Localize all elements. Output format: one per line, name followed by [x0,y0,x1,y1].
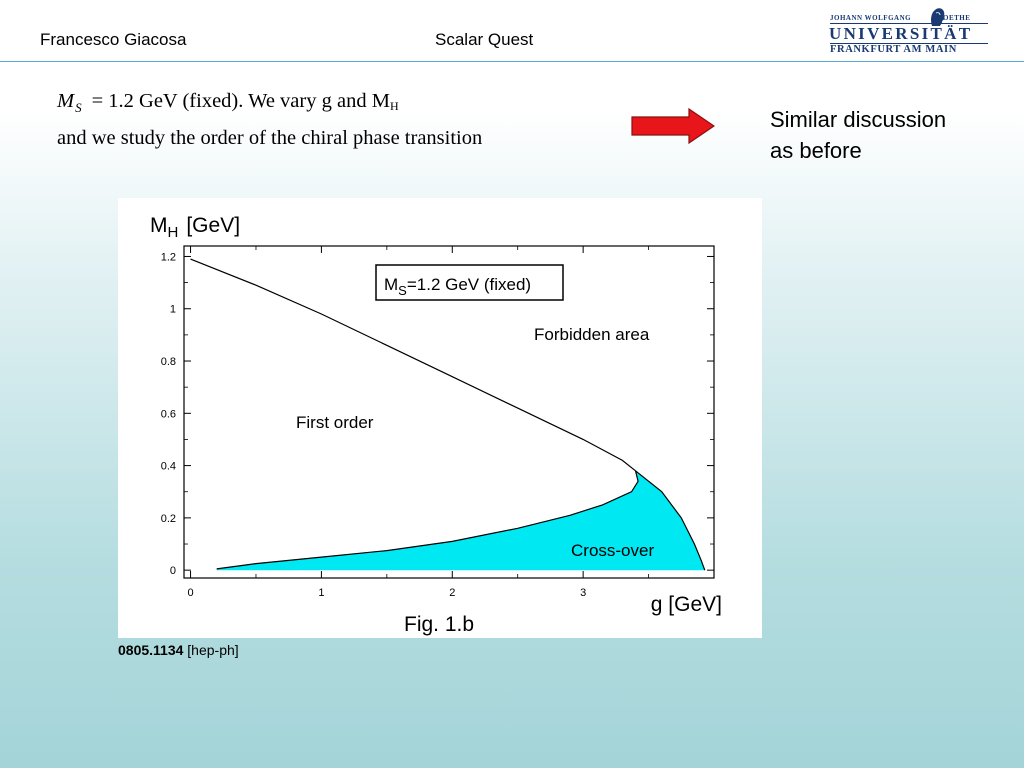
red-arrow-right-icon [631,108,715,144]
ms-symbol: M [57,90,75,112]
arxiv-id: 0805.1134 [118,642,184,658]
legend-text: MS=1.2 GeV (fixed) [384,275,531,298]
mh-subscript: H [389,99,399,113]
crossover-region-fill [216,470,705,571]
crossover-right-curve [635,470,706,571]
equation-line-1: MS = 1.2 GeV (fixed). We vary g and MH [57,90,399,116]
phase-diagram-figure: 0 0.2 0.4 0.6 0.8 1 1.2 0 1 2 3 MH [GeV] g [GeV] Fig. … [118,198,762,638]
ms-subscript: S [75,100,82,115]
arxiv-category: [hep-ph] [187,642,239,658]
equation-line-2: and we study the order of the chiral pha… [57,127,483,149]
plot-frame [183,245,715,579]
logo-line-3: FRANKFURT AM MAIN [830,44,957,55]
talk-title: Scalar Quest [435,30,534,49]
figure-caption: Fig. 1.b [404,613,474,636]
forbidden-area-label: Forbidden area [534,325,650,344]
header-divider [0,61,1024,62]
y-tick-label-3: 0.6 [161,408,176,420]
logo-line-1-left: JOHANN WOLFGANG [830,14,912,22]
x-tick-label-3: 3 [580,587,586,599]
equation-line-1-text: = 1.2 GeV (fixed). We vary g and M [91,90,390,112]
slide-header: Francesco Giacosa Scalar Quest JOHANN WO… [0,0,1024,62]
citation: 0805.1134 [hep-ph] [118,642,239,658]
side-note: Similar discussion as before [770,104,1010,166]
crossover-label: Cross-over [571,541,654,560]
x-axis-label: g [GeV] [651,593,722,616]
y-axis-label: MH [GeV] [150,214,240,241]
spinodal-curve [216,470,639,570]
phase-diagram-chart: 0 0.2 0.4 0.6 0.8 1 1.2 0 1 2 3 MH [GeV] g [GeV] Fig. … [150,214,722,636]
y-tick-label-4: 0.8 [161,356,176,368]
logo-rule-bottom [830,43,988,44]
y-tick-label-5: 1 [170,304,176,316]
y-tick-label-6: 1.2 [161,251,176,263]
goethe-portrait-icon [931,8,945,26]
logo-line-2: UNIVERSITÄT [829,24,973,43]
y-tick-label-0: 0 [170,565,176,577]
side-note-line-2: as before [770,138,862,163]
logo-line-1-right: GOETHE [937,14,971,22]
first-order-label: First order [296,413,374,432]
upper-boundary-curve [190,258,636,472]
legend-box [375,264,564,301]
university-logo: JOHANN WOLFGANG GOETHE UNIVERSITÄT FRANKF… [826,5,990,57]
x-tick-label-1: 1 [318,587,324,599]
author-name: Francesco Giacosa [40,30,187,49]
y-tick-label-2: 0.4 [161,461,176,473]
y-tick-label-1: 0.2 [161,513,176,525]
x-tick-label-2: 2 [449,587,455,599]
side-note-line-1: Similar discussion [770,107,947,132]
x-tick-label-0: 0 [187,587,193,599]
logo-line-1: JOHANN WOLFGANG GOETHE [830,14,970,22]
logo-rule-top [830,23,988,24]
